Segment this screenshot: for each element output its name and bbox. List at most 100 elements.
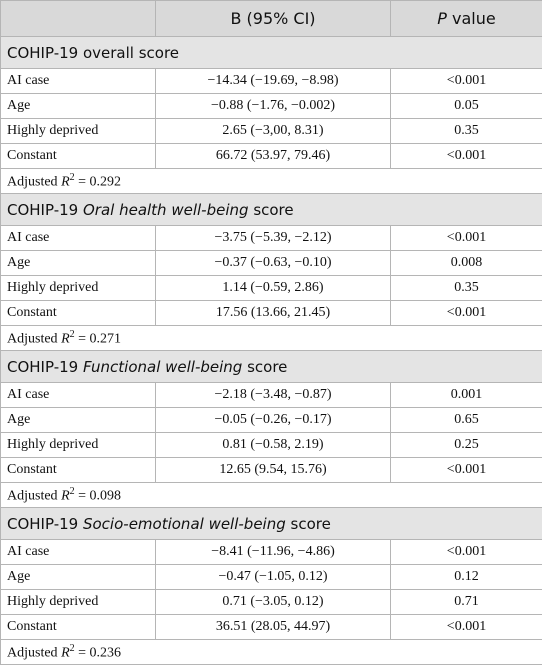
section-row: COHIP-19 Socio-emotional well-being scor… [1,508,542,540]
cell: 0.65 [391,408,542,433]
header-row: B (95% CI) P value [1,1,542,37]
cell: Highly deprived [1,590,156,615]
cell: <0.001 [391,69,542,94]
cell: <0.001 [391,615,542,640]
data-row: Age−0.88 (−1.76, −0.002)0.05 [1,94,542,119]
section-title-suffix: score [253,201,293,219]
cell: 0.05 [391,94,542,119]
section-title: COHIP-19 overall score [1,37,542,69]
r2-row: Adjusted R2 = 0.236 [1,640,542,665]
cell: 2.65 (−3,00, 8.31) [156,119,391,144]
data-row: AI case−3.75 (−5.39, −2.12)<0.001 [1,226,542,251]
data-row: AI case−14.34 (−19.69, −8.98)<0.001 [1,69,542,94]
r2-prefix: Adjusted [7,174,58,189]
cell: Constant [1,144,156,169]
data-row: Age−0.05 (−0.26, −0.17)0.65 [1,408,542,433]
r2-value: = 0.098 [78,488,121,503]
cell: 0.35 [391,119,542,144]
cell: <0.001 [391,540,542,565]
r2-row: Adjusted R2 = 0.098 [1,483,542,508]
cell: Age [1,565,156,590]
r2-exponent: 2 [70,643,75,654]
cell: 66.72 (53.97, 79.46) [156,144,391,169]
cell: 0.001 [391,383,542,408]
cell: Constant [1,615,156,640]
data-row: AI case−2.18 (−3.48, −0.87)0.001 [1,383,542,408]
section-title-suffix: score [247,358,287,376]
cell: Age [1,408,156,433]
cell: <0.001 [391,301,542,326]
section-title-suffix: score [291,515,331,533]
cell: 0.12 [391,565,542,590]
header-cell [1,1,156,37]
cell: Age [1,94,156,119]
r2-value: = 0.236 [78,645,121,660]
cell: AI case [1,226,156,251]
r2-exponent: 2 [70,486,75,497]
cell: −0.05 (−0.26, −0.17) [156,408,391,433]
section-title-text: COHIP-19 [7,358,78,376]
data-row: AI case−8.41 (−11.96, −4.86)<0.001 [1,540,542,565]
r2-value: = 0.271 [78,331,121,346]
cell: AI case [1,540,156,565]
r2-row: Adjusted R2 = 0.292 [1,169,542,194]
r2-symbol: R [61,645,70,660]
r2-cell: Adjusted R2 = 0.292 [1,169,542,194]
r2-symbol: R [61,331,70,346]
r2-cell: Adjusted R2 = 0.098 [1,483,542,508]
cell: 0.71 (−3.05, 0.12) [156,590,391,615]
cell: 0.008 [391,251,542,276]
cell: 12.65 (9.54, 15.76) [156,458,391,483]
cell: −0.37 (−0.63, −0.10) [156,251,391,276]
r2-symbol: R [61,174,70,189]
section-title: COHIP-19 Functional well-being score [1,351,542,383]
section-row: COHIP-19 Oral health well-being score [1,194,542,226]
section-title-text: COHIP-19 [7,201,78,219]
cell: Constant [1,301,156,326]
cell: AI case [1,69,156,94]
cell: <0.001 [391,458,542,483]
cell: 36.51 (28.05, 44.97) [156,615,391,640]
data-row: Age−0.47 (−1.05, 0.12)0.12 [1,565,542,590]
header-italic: P [437,9,447,28]
cell: −14.34 (−19.69, −8.98) [156,69,391,94]
cell: Age [1,251,156,276]
r2-exponent: 2 [70,172,75,183]
cell: Constant [1,458,156,483]
r2-cell: Adjusted R2 = 0.236 [1,640,542,665]
r2-cell: Adjusted R2 = 0.271 [1,326,542,351]
r2-prefix: Adjusted [7,645,58,660]
cell: −0.88 (−1.76, −0.002) [156,94,391,119]
r2-prefix: Adjusted [7,488,58,503]
section-row: COHIP-19 Functional well-being score [1,351,542,383]
section-title: COHIP-19 Oral health well-being score [1,194,542,226]
cell: 1.14 (−0.59, 2.86) [156,276,391,301]
r2-prefix: Adjusted [7,331,58,346]
cell: AI case [1,383,156,408]
cell: 0.81 (−0.58, 2.19) [156,433,391,458]
cell: −3.75 (−5.39, −2.12) [156,226,391,251]
cell: −2.18 (−3.48, −0.87) [156,383,391,408]
r2-symbol: R [61,488,70,503]
section-row: COHIP-19 overall score [1,37,542,69]
cell: 17.56 (13.66, 21.45) [156,301,391,326]
header-cell: B (95% CI) [156,1,391,37]
header-text: value [452,9,496,28]
cell: <0.001 [391,144,542,169]
section-title-text: COHIP-19 [7,515,78,533]
section-title: COHIP-19 Socio-emotional well-being scor… [1,508,542,540]
cell: −8.41 (−11.96, −4.86) [156,540,391,565]
cell: 0.25 [391,433,542,458]
data-row: Age−0.37 (−0.63, −0.10)0.008 [1,251,542,276]
r2-row: Adjusted R2 = 0.271 [1,326,542,351]
cell: Highly deprived [1,276,156,301]
